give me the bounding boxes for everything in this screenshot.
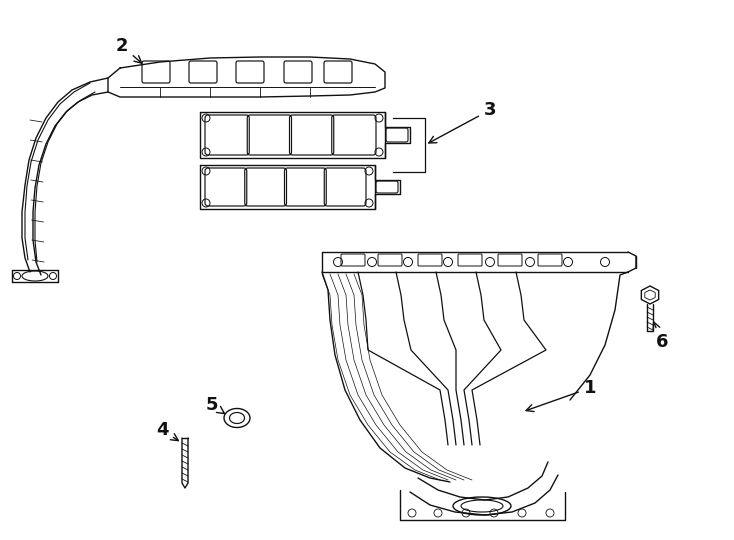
Text: 3: 3 bbox=[429, 101, 496, 143]
Text: 6: 6 bbox=[653, 322, 668, 351]
Text: 2: 2 bbox=[116, 37, 142, 63]
Text: 5: 5 bbox=[206, 396, 225, 414]
Text: 1: 1 bbox=[526, 379, 596, 411]
Text: 4: 4 bbox=[156, 421, 178, 441]
